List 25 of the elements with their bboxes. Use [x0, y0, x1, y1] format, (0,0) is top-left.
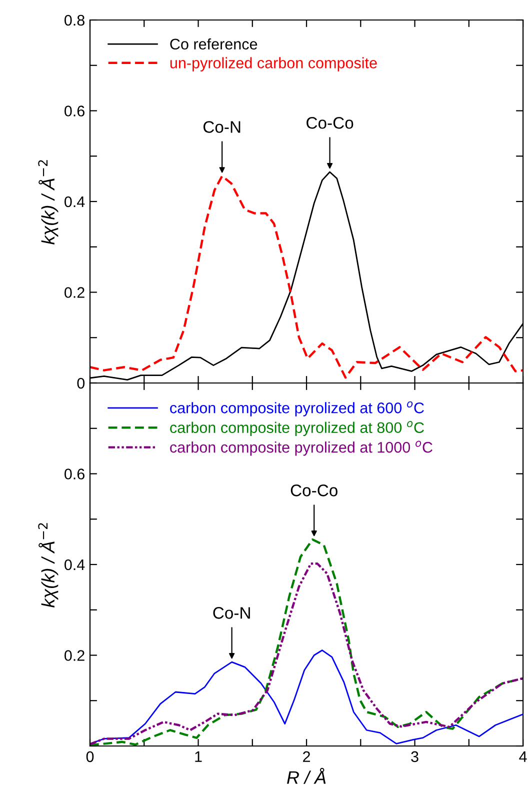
y-tick-label: 0 — [77, 378, 85, 389]
y-axis-title: kχ(k) / Å$^{−2}$ — [38, 523, 58, 608]
x-tick-label: 2 — [303, 751, 310, 762]
y-tick-label: 0.6 — [64, 106, 84, 116]
x-tick-label: 3 — [411, 751, 418, 762]
y-tick-label: 0.2 — [64, 287, 84, 298]
x-tick-label: 4 — [519, 751, 527, 762]
annotation: Co-Co — [290, 484, 338, 496]
x-tick-label: 1 — [195, 751, 202, 762]
legend-label: carbon composite pyrolized at 600 $^{o}$C — [170, 401, 424, 416]
x-tick-label: 0 — [86, 751, 94, 762]
legend-label: Co reference — [170, 38, 258, 50]
annotation: Co-N — [213, 607, 250, 619]
y-tick-label: 0.2 — [64, 650, 84, 661]
y-axis-title: kχ(k) / Å$^{−2}$ — [38, 160, 58, 244]
y-tick-label: 0.4 — [64, 196, 85, 208]
y-tick-label: 0.4 — [64, 559, 85, 570]
legend-label: un-pyrolized carbon composite — [170, 57, 377, 72]
annotation: Co-Co — [306, 116, 354, 129]
y-tick-label: 0.6 — [64, 468, 84, 480]
legend-label: carbon composite pyrolized at 800 $^{o}$C — [170, 421, 424, 436]
legend-label: carbon composite pyrolized at 1000 $^{o}$C — [170, 440, 432, 456]
annotation: Co-N — [203, 121, 240, 133]
x-axis-title: R / Å — [287, 768, 326, 784]
y-tick-label: 0.8 — [64, 14, 84, 26]
